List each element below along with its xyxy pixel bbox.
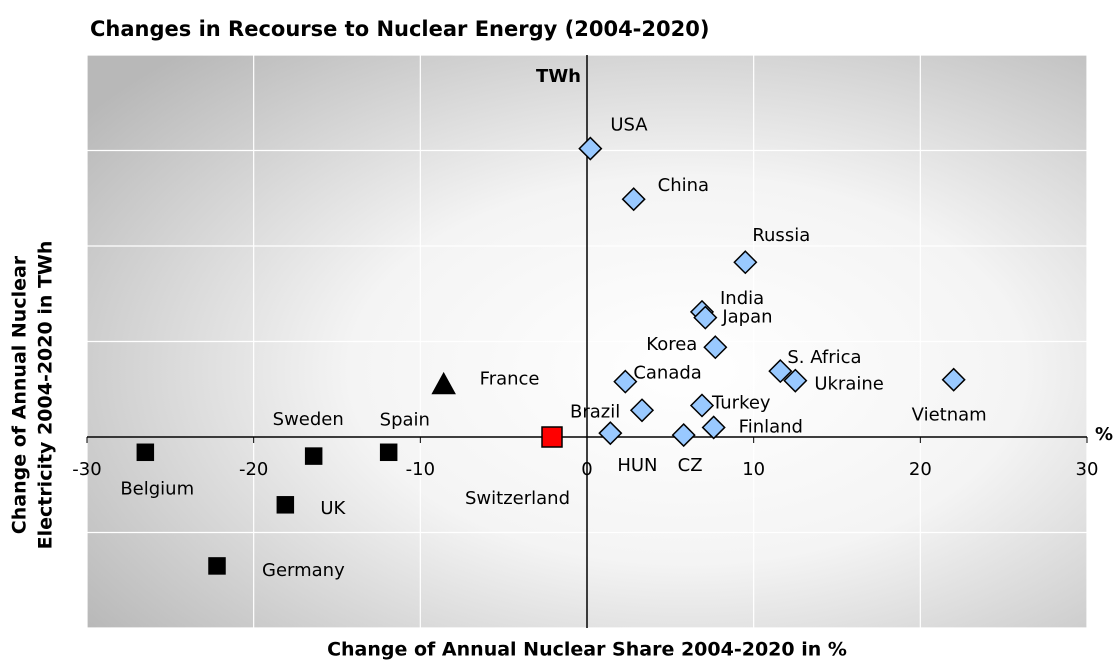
point [733, 250, 758, 275]
point-label: Brazil [570, 401, 620, 422]
point [598, 421, 623, 446]
point-label: CZ [678, 455, 703, 476]
point-label: Korea [646, 334, 697, 355]
point [701, 415, 726, 440]
point-label: Turkey [711, 392, 771, 413]
x-tick-label: 20 [909, 459, 932, 480]
chart-title: Changes in Recourse to Nuclear Energy (2… [90, 17, 709, 41]
y-axis-label: Electricity 2004-2020 in TWh [35, 241, 57, 550]
x-tick-label: -20 [239, 459, 268, 480]
point-label: China [658, 175, 709, 196]
point [768, 359, 793, 384]
point-label: India [720, 288, 764, 309]
point-label: Spain [380, 409, 430, 430]
point-label: Ukraine [814, 374, 884, 395]
point [136, 443, 155, 462]
point-label: France [480, 368, 540, 389]
x-tick-label: 0 [581, 459, 592, 480]
point-label: Belgium [120, 478, 194, 499]
point-label: UK [320, 498, 346, 519]
x-tick-label: 10 [742, 459, 765, 480]
point [578, 136, 603, 161]
point-label: S. Africa [787, 347, 861, 368]
point [304, 447, 323, 465]
point-label: Finland [739, 416, 803, 437]
x-tick-label: -30 [72, 459, 101, 480]
point [783, 368, 808, 393]
point [693, 305, 718, 330]
point [541, 426, 563, 448]
point [431, 371, 456, 395]
point-label: Russia [752, 225, 810, 246]
point [621, 187, 646, 212]
point [208, 557, 226, 575]
point [671, 423, 696, 448]
point-label: Germany [262, 560, 345, 581]
point [941, 367, 966, 392]
point-label: Canada [633, 363, 702, 384]
point-label: Switzerland [465, 488, 570, 509]
point-label: USA [610, 115, 648, 136]
point [613, 369, 638, 394]
point [379, 443, 398, 462]
x-tick-label: -10 [406, 459, 435, 480]
y-axis-label: Change of Annual Nuclear [9, 255, 31, 534]
point [689, 393, 715, 418]
x-unit: % [1095, 424, 1113, 445]
point-label: Japan [721, 307, 772, 328]
point-label: Sweden [273, 409, 344, 430]
point-label: HUN [617, 455, 657, 476]
point [703, 335, 728, 360]
y-unit: TWh [536, 66, 581, 87]
x-tick-label: 30 [1076, 459, 1099, 480]
x-axis-label: Change of Annual Nuclear Share 2004-2020… [327, 639, 847, 661]
point [629, 398, 655, 423]
point-label: Vietnam [912, 405, 987, 426]
point [276, 496, 295, 514]
